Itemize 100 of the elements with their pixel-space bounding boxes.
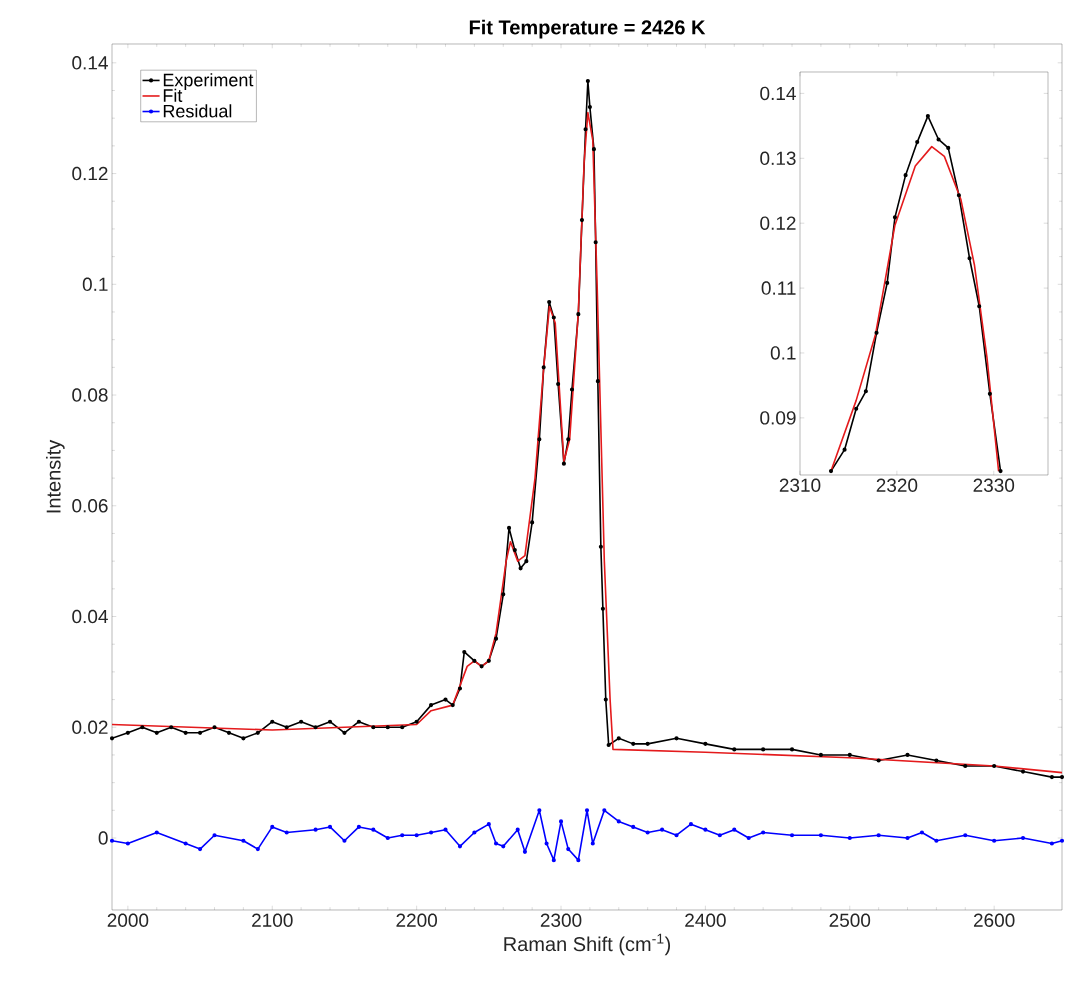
point <box>551 858 556 863</box>
point <box>313 827 318 832</box>
point <box>847 835 852 841</box>
point <box>963 833 968 838</box>
y-tick-label: 0.12 <box>72 166 108 181</box>
point <box>732 827 737 832</box>
x-tick-label: 2320 <box>876 478 918 492</box>
point <box>915 139 920 145</box>
y-tick-label: 0.1 <box>770 346 796 360</box>
point <box>576 858 581 863</box>
point <box>703 827 708 832</box>
x-tick-label: 2400 <box>685 913 726 927</box>
x-tick-label: 2000 <box>107 913 149 927</box>
point <box>789 833 795 838</box>
y-tick-label: 0 <box>98 831 108 845</box>
point <box>109 838 115 843</box>
legend-label: Residual <box>163 104 232 118</box>
x-tick-label: 2100 <box>252 913 293 927</box>
point <box>590 841 595 846</box>
point <box>125 841 130 846</box>
x-tick-label: 2500 <box>829 913 871 927</box>
point <box>967 256 972 261</box>
x-tick-label: 2200 <box>396 913 438 927</box>
x-tick-label: 2600 <box>973 913 1015 927</box>
point <box>284 830 289 835</box>
point <box>876 833 881 838</box>
point <box>356 824 361 830</box>
y-tick-label: 0.06 <box>72 499 108 513</box>
y-tick-label: 0.14 <box>72 56 108 70</box>
y-tick-label: 0.13 <box>760 151 796 166</box>
point <box>472 830 477 835</box>
point <box>761 830 766 835</box>
point <box>934 838 939 843</box>
y-tick-label: 0.02 <box>72 720 108 734</box>
point <box>746 835 751 841</box>
point <box>919 830 925 835</box>
y-tick-label: 0.09 <box>760 411 796 425</box>
point <box>198 847 203 852</box>
point <box>892 215 898 220</box>
point <box>270 824 275 830</box>
point <box>154 830 159 835</box>
point <box>414 833 419 838</box>
point <box>385 835 390 841</box>
point <box>885 280 890 285</box>
point <box>493 841 499 846</box>
x-tick-label: 2300 <box>540 913 582 927</box>
point <box>183 841 188 846</box>
point <box>486 822 491 827</box>
x-tick-label: 2330 <box>973 478 1015 492</box>
point <box>936 137 941 142</box>
point <box>584 808 590 813</box>
point <box>874 330 879 335</box>
point <box>818 833 823 838</box>
point <box>903 173 908 178</box>
point <box>992 838 997 843</box>
point <box>688 822 694 827</box>
x-tick-label: 2310 <box>779 478 821 492</box>
point <box>558 819 564 824</box>
point <box>241 838 246 843</box>
point <box>956 193 961 198</box>
point <box>645 830 650 835</box>
point <box>631 824 636 830</box>
legend-label: Fit <box>163 88 183 102</box>
point <box>522 849 527 854</box>
point <box>515 827 520 832</box>
point <box>457 844 463 849</box>
point <box>925 114 930 119</box>
point <box>660 827 665 832</box>
point <box>717 833 722 838</box>
point <box>429 830 434 835</box>
point <box>327 824 333 830</box>
point <box>371 827 376 832</box>
point <box>842 447 847 452</box>
legend-label: Experiment <box>163 73 254 90</box>
point <box>212 833 217 838</box>
y-tick-label: 0.14 <box>760 86 796 101</box>
point <box>946 145 951 150</box>
point <box>1059 838 1065 843</box>
point <box>1020 835 1026 841</box>
point <box>977 304 982 309</box>
point <box>255 847 260 852</box>
point <box>998 469 1003 474</box>
x-axis-title: Raman Shift (cm$^{-1}$) <box>504 933 671 956</box>
point <box>674 833 679 838</box>
y-axis-title: Intensity <box>45 439 65 513</box>
y-tick-label: 0.04 <box>72 609 108 624</box>
point <box>987 391 992 396</box>
point <box>501 844 506 849</box>
point <box>854 406 859 411</box>
y-tick-label: 0.11 <box>761 281 796 295</box>
point <box>828 469 834 474</box>
point <box>544 841 549 846</box>
y-tick-label: 0.1 <box>82 277 108 292</box>
y-tick-label: 0.08 <box>72 388 108 402</box>
point <box>342 838 347 843</box>
point <box>443 827 448 832</box>
point <box>602 808 607 813</box>
y-tick-label: 0.12 <box>760 216 796 230</box>
chart-title: Fit Temperature = 2426 K <box>469 19 706 39</box>
point <box>566 847 571 852</box>
